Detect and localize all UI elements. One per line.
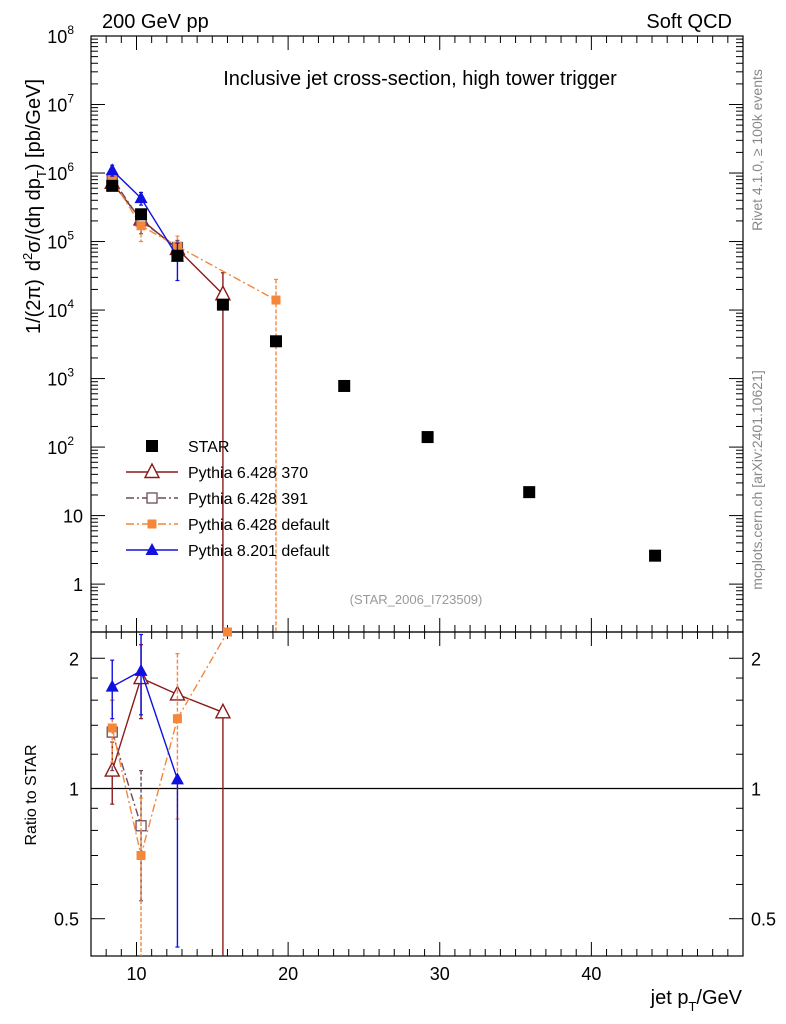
chart-title: Inclusive jet cross-section, high tower … — [223, 68, 617, 90]
ratio-series-layer — [104, 627, 232, 956]
main-axes: 1 10 102 103 104 105 106 107 108 — [47, 23, 744, 956]
main-y-tick-label: 10 — [63, 507, 83, 527]
ratio-point-p8def — [170, 772, 184, 785]
legend-item-p370: Pythia 6.428 370 — [126, 462, 308, 482]
main-series-star — [106, 179, 662, 562]
ratio-axes: 10 20 30 40 0.5 0.5 1 1 2 2 — [54, 632, 776, 984]
main-y-tick-label: 107 — [47, 92, 74, 116]
main-y-tick-label: 103 — [47, 366, 74, 390]
legend-marker-p8def — [145, 543, 159, 555]
ratio-point-p8def — [134, 663, 148, 676]
ratio-point-p8def — [105, 679, 119, 692]
main-y-tick-label: 108 — [47, 23, 74, 47]
main-y-tick-label: 102 — [47, 434, 74, 458]
main-line-p370 — [111, 182, 224, 295]
ratio-y-tick-label-right: 2 — [751, 649, 761, 669]
rivet-version-label: Rivet 4.1.0, ≥ 100k events — [749, 69, 765, 231]
ratio-series-p370 — [104, 644, 232, 956]
x-tick-label: 10 — [126, 964, 146, 984]
main-point-p6def — [136, 221, 146, 231]
legend-marker-p6def — [147, 519, 157, 529]
legend-marker-p391 — [146, 492, 158, 504]
ratio-y-tick-label: 0.5 — [54, 910, 79, 930]
main-series-p6def — [107, 173, 281, 632]
main-point-star — [649, 549, 662, 562]
header-left: 200 GeV pp — [102, 11, 209, 33]
ratio-series-p6def — [107, 627, 232, 956]
ratio-series-p8def — [105, 633, 184, 948]
main-point-star — [421, 431, 434, 444]
ratio-line-p6def — [111, 631, 229, 856]
main-y-tick-label: 105 — [47, 229, 74, 253]
main-series-p370 — [104, 173, 232, 632]
legend-label-p6def: Pythia 6.428 default — [188, 517, 330, 534]
source-label: mcplots.cern.ch [arXiv:2401.10621] — [749, 370, 765, 589]
ratio-y-axis-label: Ratio to STAR — [23, 744, 40, 845]
ratio-y-tick-label-right: 0.5 — [751, 910, 776, 930]
x-axis-label: jet pT/GeV — [650, 987, 743, 1014]
main-y-tick-label: 104 — [47, 297, 74, 321]
main-point-star — [171, 249, 184, 262]
legend-label-p370: Pythia 6.428 370 — [188, 465, 308, 482]
legend-label-p391: Pythia 6.428 391 — [188, 491, 308, 508]
header-right: Soft QCD — [646, 11, 732, 33]
ratio-y-tick-label: 1 — [69, 779, 79, 799]
main-point-star — [523, 486, 536, 499]
main-point-star — [135, 208, 148, 221]
legend-marker-star — [146, 440, 158, 452]
legend-label-star: STAR — [188, 439, 229, 456]
x-tick-label: 20 — [278, 964, 298, 984]
main-y-axis-label: 1/(2π)d2σ/(dη dpT) [pb/GeV] — [20, 79, 49, 334]
ratio-point-p6def — [222, 627, 232, 637]
x-tick-label: 40 — [581, 964, 601, 984]
main-point-p6def — [107, 175, 117, 185]
ratio-line-p370 — [111, 677, 224, 771]
main-series-layer — [104, 163, 662, 632]
x-tick-label: 30 — [430, 964, 450, 984]
main-point-star — [106, 179, 119, 192]
ratio-point-p370 — [214, 702, 232, 719]
legend-label-p8def: Pythia 8.201 default — [188, 543, 330, 560]
main-point-p370 — [214, 284, 232, 301]
ratio-point-p6def — [136, 850, 146, 860]
legend-marker-p370 — [143, 462, 161, 479]
main-point-star — [269, 335, 282, 348]
ratio-y-tick-label-right: 1 — [751, 779, 761, 799]
ratio-y-tick-label: 2 — [69, 649, 79, 669]
main-point-p6def — [271, 295, 281, 305]
legend-item-star: STAR — [146, 439, 229, 456]
main-point-p8def — [105, 163, 119, 176]
main-point-star — [216, 298, 229, 311]
main-y-tick-label: 106 — [47, 160, 74, 184]
legend-item-p8def: Pythia 8.201 default — [126, 543, 330, 560]
ratio-plot-frame — [90, 631, 744, 957]
analysis-id-label: (STAR_2006_I723509) — [350, 592, 483, 607]
legend: STAR Pythia 6.428 370 Pythia 6.428 391 Pyth… — [126, 439, 330, 560]
ratio-point-p6def — [107, 723, 117, 733]
legend-item-p391: Pythia 6.428 391 — [126, 491, 308, 508]
ratio-point-p6def — [172, 714, 182, 724]
main-point-p8def — [134, 191, 148, 204]
main-point-star — [338, 379, 351, 392]
main-y-tick-label: 1 — [73, 575, 83, 595]
legend-item-p6def: Pythia 6.428 default — [126, 517, 330, 534]
main-line-p6def — [111, 179, 277, 301]
